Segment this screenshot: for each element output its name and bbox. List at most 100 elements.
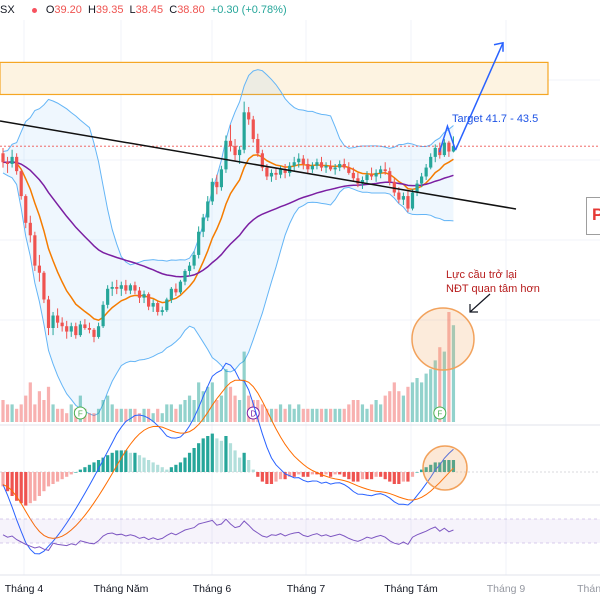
volume-bar: [374, 400, 378, 422]
macd-histogram-bar: [251, 469, 255, 472]
volume-bar: [415, 378, 419, 422]
volume-bar: [424, 373, 428, 422]
rsi-band: [0, 519, 600, 543]
candle-body: [15, 156, 19, 172]
volume-bar: [183, 400, 187, 422]
candle-body: [274, 172, 278, 175]
candle-body: [128, 285, 132, 291]
volume-bar: [269, 408, 274, 422]
volume-bar: [60, 408, 64, 422]
volume-bar: [197, 382, 201, 422]
close-label: C: [169, 4, 178, 16]
macd-histogram-bar: [424, 467, 428, 472]
open-value: 39.20: [54, 4, 82, 16]
candle-body: [5, 162, 10, 164]
macd-histogram-bar: [101, 457, 105, 472]
macd-histogram-bar: [406, 472, 410, 482]
candle-body: [401, 196, 405, 200]
volume-bar: [192, 400, 196, 422]
volume-bar: [201, 391, 205, 422]
candle-body: [101, 304, 105, 327]
volume-bar: [342, 408, 346, 422]
candle-body: [33, 235, 37, 266]
volume-bar: [288, 404, 292, 422]
candle-body: [369, 174, 374, 177]
macd-histogram-bar: [338, 472, 342, 475]
macd-histogram-bar: [401, 472, 405, 482]
macd-histogram-bar: [247, 460, 251, 472]
volume-bar: [42, 400, 46, 422]
volume-bar: [96, 408, 101, 422]
volume-bar: [151, 413, 155, 422]
forecast-arrow-line: [454, 42, 504, 151]
macd-histogram-bar: [292, 472, 296, 477]
candle-body: [397, 192, 401, 200]
volume-bar: [46, 386, 51, 422]
candle-body: [83, 324, 87, 328]
candle-body: [215, 181, 219, 188]
volume-bar: [128, 408, 132, 422]
candle-body: [228, 140, 233, 147]
volume-bar: [410, 382, 415, 422]
candle-body: [1, 153, 5, 163]
candle-body: [87, 328, 92, 330]
macd-histogram-bar: [174, 464, 178, 472]
candle-body: [137, 290, 142, 298]
candle-body: [429, 156, 433, 168]
candle-body: [165, 299, 169, 311]
macd-histogram-bar: [69, 472, 73, 475]
volume-bar: [379, 404, 383, 422]
volume-bar: [310, 408, 314, 422]
candle-body: [115, 287, 119, 289]
volume-bar: [401, 395, 405, 422]
volume-bar: [160, 413, 164, 422]
volume-bar: [228, 386, 233, 422]
volume-bar: [447, 312, 451, 422]
candle-body: [265, 167, 269, 177]
macd-histogram-bar: [65, 472, 69, 477]
macd-histogram-bar: [96, 460, 101, 472]
macd-histogram-bar: [83, 467, 87, 472]
macd-histogram-bar: [242, 452, 246, 472]
macd-histogram-bar: [1, 472, 5, 487]
macd-histogram-bar: [197, 443, 201, 472]
volume-bar: [329, 408, 333, 422]
volume-bar: [15, 408, 19, 422]
macd-histogram-bar: [410, 472, 415, 477]
candle-body: [96, 326, 101, 337]
event-marker-text: F: [437, 410, 442, 419]
macd-histogram-bar: [115, 450, 119, 472]
target-label: Target 41.7 - 43.5: [452, 113, 539, 125]
macd-histogram-bar: [210, 433, 214, 472]
candle-body: [278, 169, 283, 175]
x-tick-label: Tháng 9: [486, 583, 526, 595]
candle-body: [365, 174, 369, 181]
volume-bar: [451, 325, 456, 422]
macd-histogram-bar: [78, 469, 82, 472]
macd-histogram-bar: [160, 467, 164, 472]
candle-body: [379, 169, 383, 173]
macd-histogram-bar: [438, 462, 442, 472]
macd-histogram-bar: [442, 460, 446, 472]
macd-histogram-bar: [56, 472, 60, 482]
candle-body: [183, 270, 187, 282]
macd-histogram-bar: [228, 443, 233, 472]
volume-bar: [356, 400, 360, 422]
macd-histogram-bar: [51, 472, 55, 484]
candle-body: [233, 146, 237, 156]
volume-bar: [10, 404, 14, 422]
macd-histogram-bar: [260, 472, 264, 482]
volume-bar: [165, 404, 169, 422]
macd-histogram-bar: [297, 472, 301, 475]
volume-bar: [429, 369, 433, 422]
volume-bar: [338, 408, 342, 422]
candle-body: [392, 181, 396, 193]
macd-histogram-bar: [165, 469, 169, 472]
volume-bar: [442, 351, 446, 422]
macd-histogram-bar: [392, 472, 396, 484]
macd-histogram-bar: [315, 472, 319, 475]
candle-body: [242, 112, 246, 150]
volume-bar: [56, 408, 60, 422]
